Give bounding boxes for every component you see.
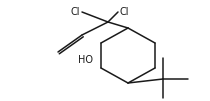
Text: Cl: Cl [71,7,80,17]
Text: Cl: Cl [119,7,129,17]
Text: HO: HO [78,55,93,65]
